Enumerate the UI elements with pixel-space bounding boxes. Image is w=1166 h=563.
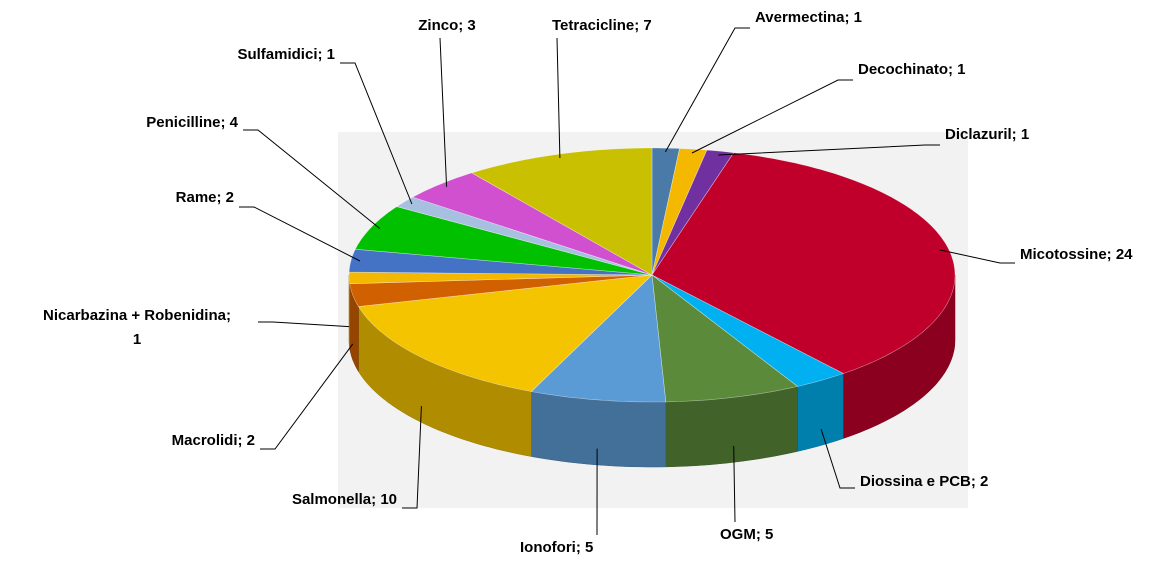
data-label: Sulfamidici; 1 (237, 46, 335, 63)
leader-line (556, 37, 561, 159)
slice (411, 172, 653, 276)
data-label: Diossina e PCB; 2 (860, 473, 988, 490)
slice (651, 274, 799, 403)
slice (530, 274, 667, 403)
slice-side (797, 373, 844, 452)
slice (470, 147, 653, 276)
slice (651, 274, 844, 387)
slice (396, 196, 653, 276)
data-label: Zinco; 3 (418, 17, 476, 34)
data-label: Nicarbazina + Robenidina; (43, 307, 231, 324)
leader-line (243, 129, 381, 229)
leader-line (340, 62, 413, 205)
pie-tops (348, 147, 956, 403)
data-label: Decochinato; 1 (858, 61, 966, 78)
pie-sides (348, 274, 956, 468)
leader-line (402, 406, 422, 509)
slice (651, 149, 735, 276)
data-label: Tetracicline; 7 (552, 17, 652, 34)
leader-line (733, 445, 736, 523)
slice (349, 274, 653, 307)
data-label: Penicilline; 4 (146, 114, 238, 131)
leader-line (691, 79, 853, 154)
slice (651, 152, 956, 374)
leader-line (718, 144, 940, 156)
leader-line (239, 206, 361, 262)
leader-line (260, 343, 354, 450)
data-label: Avermectina; 1 (755, 9, 862, 26)
slice (348, 271, 653, 285)
leader-line (439, 37, 448, 187)
data-label: Rame; 2 (176, 189, 234, 206)
slice-side (531, 391, 667, 468)
slice (357, 274, 653, 392)
slice-side (348, 275, 350, 349)
slice (354, 206, 653, 276)
data-label: Diclazuril; 1 (945, 126, 1029, 143)
data-label: Micotossine; 24 (1020, 246, 1133, 263)
leader-line (820, 428, 855, 489)
pie-labels: Avermectina; 1 Decochinato; 1 Diclazuril; … (43, 9, 1133, 556)
data-label: Macrolidi; 2 (172, 432, 255, 449)
data-label: Ionofori; 5 (520, 539, 593, 556)
data-label: OGM; 5 (720, 526, 773, 543)
leader-line (664, 27, 750, 153)
leader-line (939, 249, 1015, 264)
data-label: 1 (133, 331, 141, 348)
leader-line (258, 321, 350, 328)
data-label: Salmonella; 10 (292, 491, 397, 508)
